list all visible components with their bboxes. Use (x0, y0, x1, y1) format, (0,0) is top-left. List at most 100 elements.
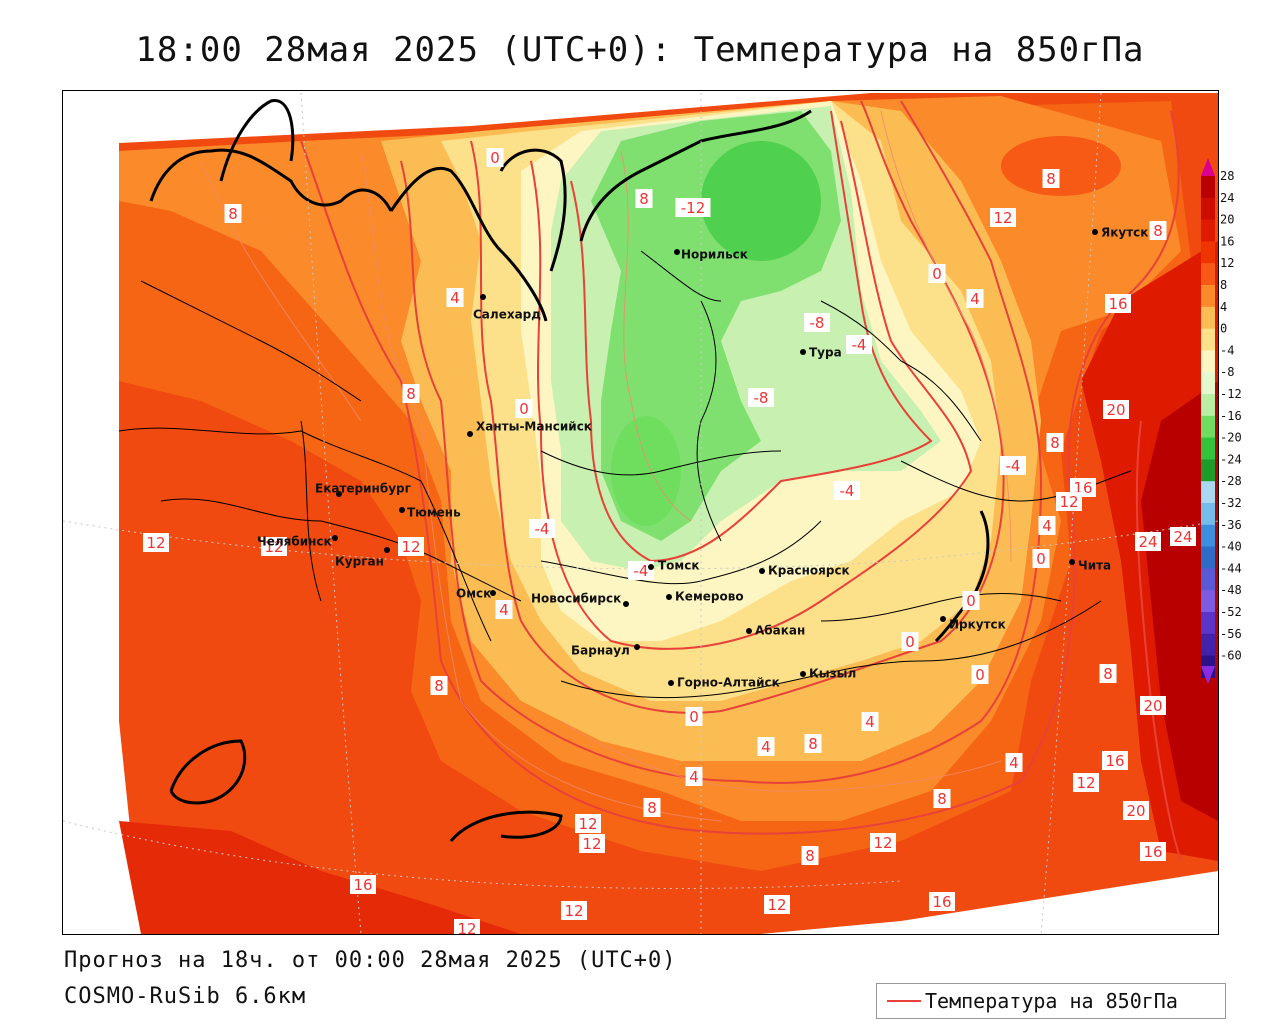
city-dot[interactable] (480, 294, 486, 300)
isotherm-label-bg (1149, 221, 1167, 240)
isotherm-label: 8 (1050, 434, 1060, 452)
colorbar-tick-label: -16 (1220, 409, 1242, 423)
isotherm-label: 12 (1076, 774, 1095, 792)
isotherm-label-bg (1123, 801, 1149, 820)
city-dot[interactable] (399, 507, 405, 513)
isotherm-label-bg (1103, 400, 1129, 419)
isotherm-label-bg (962, 591, 980, 610)
isotherm-label-bg (143, 533, 169, 552)
city-dot[interactable] (336, 491, 342, 497)
temperature-map[interactable]: 0 8 8 -12 8 12 8 0 4 16 4 -8 -4 8 0 -8 20 8 -4 -4 16 12 4 -4 24 2… (62, 90, 1219, 935)
legend-label: Температура на 850гПа (925, 989, 1178, 1013)
isotherm-label: 0 (966, 592, 976, 610)
colorbar-tick-label: -48 (1220, 583, 1242, 597)
colorbar-swatch (1201, 568, 1215, 591)
colorbar-tick-label: -52 (1220, 605, 1242, 619)
isotherm-label: 0 (975, 666, 985, 684)
colorbar-swatch (1201, 459, 1215, 482)
isotherm-label: 4 (865, 713, 875, 731)
isotherm-label: 0 (519, 400, 529, 418)
city-dot[interactable] (648, 564, 654, 570)
colorbar-bottom-arrow (1201, 666, 1215, 684)
isotherm-label: 0 (1036, 550, 1046, 568)
city-dot[interactable] (1092, 229, 1098, 235)
isotherm-label-bg (402, 384, 420, 403)
zone-plus16-sw (119, 821, 521, 934)
colorbar-tick-label: 16 (1220, 234, 1234, 248)
city-dot[interactable] (759, 568, 765, 574)
city-dot[interactable] (634, 644, 640, 650)
isotherm-label: 12 (993, 209, 1012, 227)
legend-line-swatch (887, 1000, 921, 1002)
isotherm-label: 12 (146, 534, 165, 552)
city-label: Тюмень (407, 506, 461, 520)
isotherm-label: 16 (932, 893, 951, 911)
city-dot[interactable] (674, 249, 680, 255)
isotherm-contours (300, 100, 1182, 862)
colorbar-top-arrow (1201, 158, 1215, 176)
city-label: Чита (1078, 559, 1111, 573)
colorbar-tick-label: 28 (1220, 169, 1234, 183)
isotherm-label-bg (1099, 664, 1117, 683)
city-dot[interactable] (1069, 559, 1075, 565)
isotherm-label-bg (454, 919, 480, 934)
isotherm-label-bg (1038, 516, 1056, 535)
temperature-colorbar: 28 24 20 16 12 8 4 0 -4 -8 -12 -16 -20 -24 -28 -32 -36 -4… (1201, 158, 1242, 684)
colorbar-swatch (1201, 263, 1215, 286)
isotherm-label: 12 (564, 902, 583, 920)
city-dot[interactable] (623, 601, 629, 607)
isotherm-label: 12 (767, 896, 786, 914)
city-dot[interactable] (467, 431, 473, 437)
city-dot[interactable] (384, 547, 390, 553)
city-label: Барнаул (571, 644, 630, 658)
colorbar-swatch (1201, 350, 1215, 373)
isotherm-label-bg (486, 148, 504, 167)
city-dot[interactable] (800, 349, 806, 355)
isotherm-label-bg (804, 313, 830, 332)
city-dot[interactable] (668, 680, 674, 686)
colorbar-swatch (1201, 437, 1215, 460)
colorbar-swatch (1201, 546, 1215, 569)
isotherm-label: -4 (840, 482, 855, 500)
isotherm-label-bg (224, 204, 242, 223)
isotherm-label: -8 (754, 389, 769, 407)
isotherm-label: 4 (1042, 517, 1052, 535)
colorbar-tick-label: -40 (1220, 540, 1242, 554)
isotherm-label-bg (1046, 433, 1064, 452)
colorbar-swatch (1201, 372, 1215, 395)
city-label: Новосибирск (531, 592, 621, 606)
isotherm-label: 24 (1173, 528, 1192, 546)
isotherm-label-bg (901, 632, 919, 651)
city-label: Челябинск (257, 535, 332, 549)
isotherm-label: 4 (761, 738, 771, 756)
isotherm-label-bg (861, 712, 879, 731)
city-dot[interactable] (666, 594, 672, 600)
city-dot[interactable] (746, 628, 752, 634)
isotherm-label-bg (1140, 696, 1166, 715)
city-dot[interactable] (940, 616, 946, 622)
isotherm-label-bg (575, 814, 601, 833)
map-canvas: 0 8 8 -12 8 12 8 0 4 16 4 -8 -4 8 0 -8 20 8 -4 -4 16 12 4 -4 24 2… (63, 92, 1218, 934)
isotherm-label-bg (685, 707, 703, 726)
city-dot[interactable] (490, 590, 496, 596)
isotherm-label: 4 (970, 290, 980, 308)
colorbar-swatch (1201, 328, 1215, 351)
isotherm-label: 20 (1106, 401, 1125, 419)
city-dot[interactable] (800, 671, 806, 677)
city-markers: Салехард Норильск Тура Якутск Ханты-Мансийск… (257, 226, 1148, 690)
isotherm-label-bg (1140, 842, 1166, 861)
isotherm-label: 8 (434, 677, 444, 695)
isotherm-label-bg (764, 895, 790, 914)
isotherm-label-bg (628, 561, 654, 580)
isotherm-label-bg (1042, 169, 1060, 188)
colorbar-tick-label: -20 (1220, 431, 1242, 445)
colorbar-tick-label: 20 (1220, 213, 1234, 227)
isotherm-label-bg (350, 875, 376, 894)
city-dot[interactable] (332, 535, 338, 541)
isotherm-label: 24 (1138, 533, 1157, 551)
isotherm-label: 12 (582, 835, 601, 853)
isotherm-label-bg (1170, 527, 1196, 546)
colorbar-tick-label: -8 (1220, 365, 1234, 379)
isotherm-label: 20 (1143, 697, 1162, 715)
isotherm-label: 16 (1108, 295, 1127, 313)
